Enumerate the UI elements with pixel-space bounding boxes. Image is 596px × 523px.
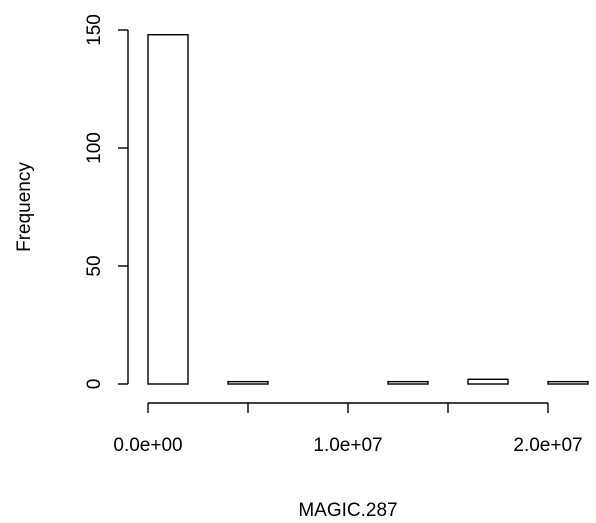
histogram-bar-8 <box>467 378 509 385</box>
histogram-bar-0 <box>147 34 189 385</box>
x-tick-label-0: 0.0e+00 <box>113 435 182 456</box>
x-tick-label-2: 2.0e+07 <box>513 435 582 456</box>
x-axis: 0.0e+00 1.0e+07 2.0e+07 <box>113 402 583 456</box>
y-tick-label-0: 0 <box>84 379 105 390</box>
y-axis-label: Frequency <box>14 162 35 252</box>
y-tick-label-2: 100 <box>84 132 105 164</box>
y-axis: 0 50 100 150 <box>84 14 129 390</box>
histogram-bar-6 <box>387 380 429 385</box>
x-axis-label: MAGIC.287 <box>298 500 397 521</box>
x-tick-label-1: 1.0e+07 <box>313 435 382 456</box>
histogram-bar-10 <box>547 380 589 385</box>
bars-group <box>147 34 589 385</box>
histogram-bar-2 <box>227 380 269 385</box>
y-tick-label-1: 50 <box>84 255 105 276</box>
y-tick-label-3: 150 <box>84 14 105 46</box>
